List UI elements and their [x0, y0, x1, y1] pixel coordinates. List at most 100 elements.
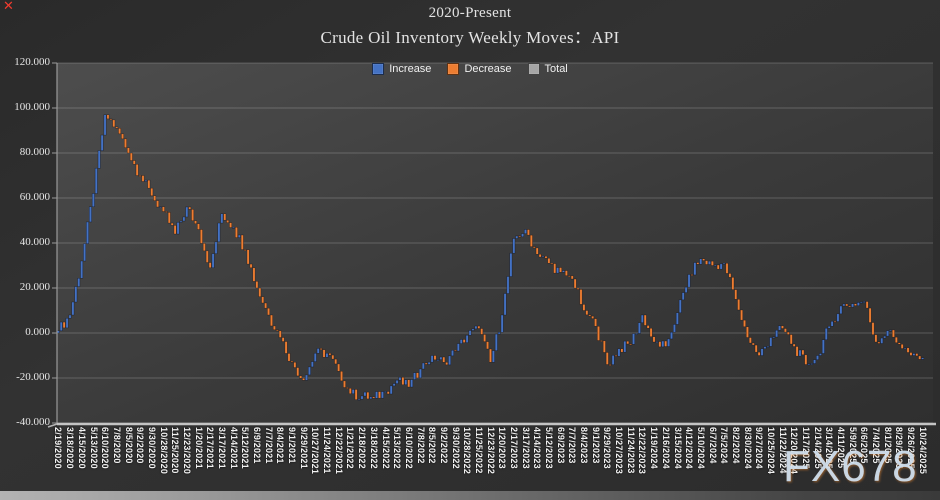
increase-bar: [839, 305, 843, 315]
increase-bar: [687, 274, 691, 288]
decrease-bar: [801, 349, 805, 356]
increase-bar: [451, 350, 454, 357]
decrease-bar: [804, 354, 808, 365]
decrease-bar: [235, 227, 238, 238]
decrease-bar: [854, 303, 857, 306]
increase-bar: [821, 339, 825, 354]
decrease-bar: [535, 247, 539, 255]
increase-bar: [360, 395, 364, 400]
decrease-bar: [705, 260, 708, 265]
decrease-bar: [547, 257, 551, 264]
decrease-bar: [240, 234, 244, 250]
decrease-bar: [345, 387, 349, 389]
decrease-bar: [597, 326, 600, 341]
increase-bar: [903, 347, 907, 350]
increase-bar: [413, 372, 416, 380]
decrease-bar: [731, 277, 735, 290]
increase-bar: [883, 335, 887, 339]
increase-bar: [59, 321, 63, 332]
decrease-bar: [284, 341, 288, 354]
decrease-bar: [205, 250, 209, 263]
decrease-bar: [299, 375, 303, 379]
decrease-bar: [527, 229, 530, 236]
increase-bar: [862, 301, 866, 303]
increase-bar: [421, 362, 425, 370]
decrease-bar: [281, 337, 285, 342]
decrease-bar: [620, 348, 624, 353]
increase-bar: [395, 380, 399, 384]
increase-bar: [810, 363, 814, 365]
decrease-bar: [754, 344, 758, 353]
increase-bar: [515, 235, 519, 239]
decrease-bar: [267, 307, 270, 316]
decrease-bar: [141, 175, 145, 182]
increase-bar: [86, 221, 89, 244]
increase-bar: [632, 333, 635, 345]
increase-bar: [77, 278, 81, 287]
increase-bar: [842, 303, 846, 307]
increase-bar: [775, 329, 779, 338]
increase-bar: [859, 301, 863, 304]
increase-bar: [159, 206, 162, 208]
decrease-bar: [255, 281, 259, 289]
increase-bar: [524, 229, 527, 234]
decrease-bar: [918, 355, 922, 360]
increase-bar: [97, 150, 101, 169]
increase-bar: [351, 389, 355, 395]
decrease-bar: [340, 371, 343, 382]
legend-item-decrease: Decrease: [447, 63, 512, 75]
increase-bar: [383, 391, 387, 393]
increase-bar: [410, 379, 414, 388]
close-icon[interactable]: ✕: [3, 0, 14, 14]
increase-bar: [436, 359, 440, 361]
increase-bar: [675, 312, 679, 325]
decrease-bar: [264, 302, 268, 309]
increase-bar: [448, 355, 451, 366]
increase-bar: [232, 227, 235, 229]
decrease-bar: [170, 222, 174, 226]
decrease-bar: [573, 278, 577, 289]
decrease-bar: [486, 341, 489, 350]
decrease-bar: [614, 355, 618, 357]
increase-bar: [827, 326, 831, 329]
increase-bar: [68, 314, 72, 319]
decrease-bar: [737, 299, 741, 311]
increase-bar: [667, 338, 670, 347]
increase-bar: [74, 286, 78, 303]
decrease-bar: [740, 309, 743, 321]
decrease-bar: [246, 249, 250, 265]
decrease-bar: [649, 328, 653, 337]
increase-bar: [617, 348, 621, 357]
decrease-bar: [570, 275, 574, 280]
decrease-bar: [249, 263, 253, 269]
increase-bar: [375, 391, 378, 399]
increase-bar: [562, 270, 565, 273]
increase-bar: [316, 348, 320, 354]
increase-bar: [494, 333, 498, 351]
decrease-bar: [591, 315, 595, 319]
decrease-bar: [489, 348, 492, 363]
increase-bar: [357, 398, 361, 401]
increase-bar: [719, 263, 723, 270]
increase-bar: [921, 357, 925, 360]
decrease-bar: [343, 380, 346, 388]
increase-bar: [763, 346, 767, 349]
decrease-bar: [848, 305, 852, 308]
decrease-bar: [588, 314, 592, 317]
decrease-bar: [424, 362, 428, 365]
decrease-bar: [302, 378, 305, 381]
watermark: FX678: [783, 442, 918, 491]
increase-swatch-icon: [372, 63, 385, 75]
increase-bar: [100, 134, 104, 151]
increase-bar: [305, 374, 308, 381]
decrease-bar: [690, 274, 694, 276]
decrease-bar: [331, 354, 335, 360]
decrease-bar: [900, 344, 904, 349]
decrease-bar: [167, 212, 171, 224]
increase-bar: [491, 350, 495, 363]
increase-bar: [179, 220, 183, 223]
increase-bar: [655, 341, 659, 343]
increase-bar: [220, 213, 224, 224]
increase-bar: [313, 353, 317, 362]
increase-bar: [427, 361, 431, 365]
